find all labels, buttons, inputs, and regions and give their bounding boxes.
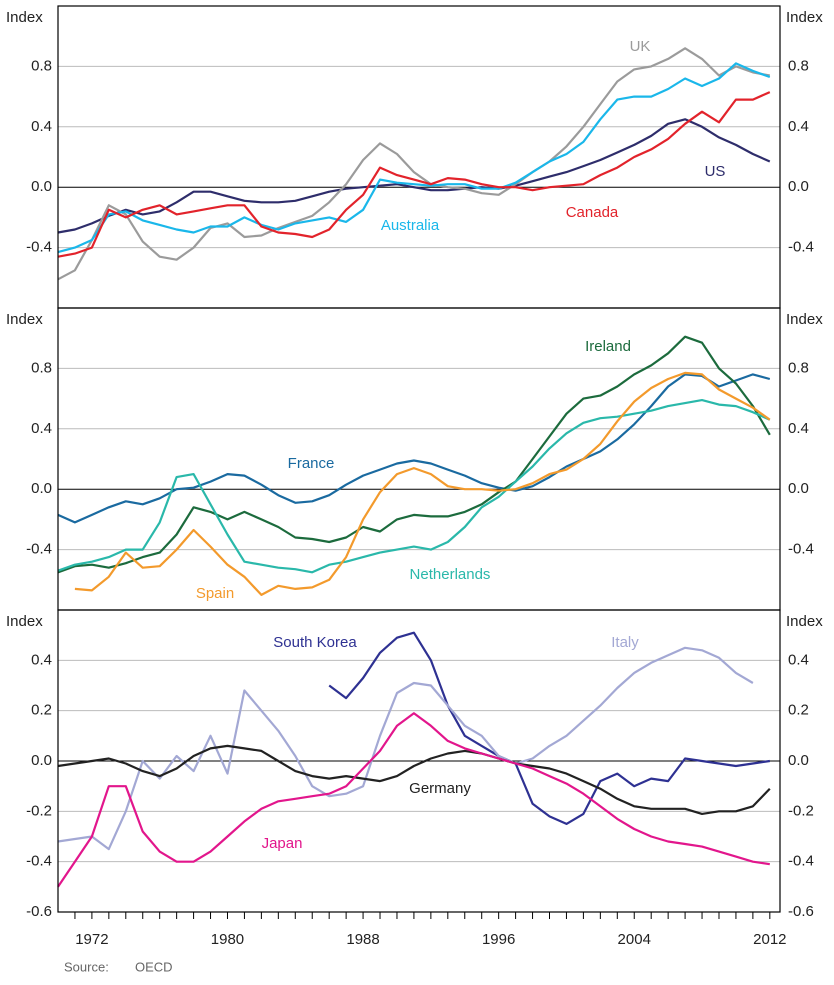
source: OECD — [135, 959, 173, 974]
y-tick-label: 0.4 — [31, 420, 52, 437]
y-tick-label-right: -0.4 — [788, 239, 814, 256]
y-tick-label-right: 0.2 — [788, 702, 809, 719]
series-label: Canada — [566, 204, 619, 221]
series-label: Italy — [611, 634, 639, 651]
y-tick-label: -0.4 — [26, 853, 52, 870]
x-tick-label: 1980 — [211, 931, 244, 948]
series-line — [328, 631, 770, 825]
y-tick-label: 0.0 — [31, 480, 52, 497]
panel-frame — [57, 609, 781, 913]
y-axis-label-right: Index — [786, 311, 823, 328]
series-line — [57, 712, 770, 888]
series-label: Germany — [409, 780, 471, 797]
y-tick-label: 0.2 — [31, 702, 52, 719]
y-axis-label: Index — [6, 9, 43, 26]
y-axis-label-right: Index — [786, 9, 823, 26]
y-tick-label-right: -0.2 — [788, 802, 814, 819]
y-tick-label: 0.4 — [31, 651, 52, 668]
y-tick-label-right: 0.8 — [788, 57, 809, 74]
x-tick-label: 1988 — [346, 931, 379, 948]
series-label: Ireland — [585, 338, 631, 355]
y-tick-label: -0.2 — [26, 802, 52, 819]
panel-frame — [57, 307, 781, 611]
y-axis-label: Index — [6, 311, 43, 328]
y-tick-label: 0.4 — [31, 118, 52, 135]
y-tick-label: 0.8 — [31, 359, 52, 376]
series-line — [57, 118, 771, 234]
y-tick-label: 0.0 — [31, 178, 52, 195]
panel-frame — [57, 5, 781, 309]
series-line — [57, 646, 754, 851]
y-tick-label-right: -0.4 — [788, 541, 814, 558]
series-label: Spain — [196, 585, 234, 602]
y-tick-label-right: 0.4 — [788, 420, 809, 437]
series-line — [57, 91, 771, 258]
series-line — [57, 373, 771, 524]
y-tick-label-right: 0.4 — [788, 118, 809, 135]
x-tick-label: 1972 — [75, 931, 108, 948]
series-label: Netherlands — [410, 566, 491, 583]
y-tick-label-right: 0.8 — [788, 359, 809, 376]
y-tick-label-right: -0.6 — [788, 903, 814, 920]
x-tick-label: 2012 — [753, 931, 786, 948]
series-line — [57, 335, 771, 574]
y-tick-label: -0.4 — [26, 541, 52, 558]
source-label: Source: — [64, 959, 109, 974]
y-tick-label-right: 0.0 — [788, 178, 809, 195]
y-tick-label-right: -0.4 — [788, 853, 814, 870]
y-tick-label-right: 0.0 — [788, 480, 809, 497]
y-tick-label: -0.6 — [26, 903, 52, 920]
x-tick-label: 2004 — [618, 931, 651, 948]
series-line — [57, 62, 771, 254]
series-line — [57, 47, 770, 281]
y-tick-label: 0.8 — [31, 57, 52, 74]
y-axis-label-right: Index — [786, 613, 823, 630]
series-label: UK — [630, 38, 651, 55]
series-label: South Korea — [273, 634, 357, 651]
series-line — [57, 744, 771, 815]
y-tick-label-right: 0.0 — [788, 752, 809, 769]
series-line — [74, 371, 771, 596]
series-label: France — [288, 455, 335, 472]
series-label: Australia — [381, 217, 440, 234]
series-line — [57, 399, 771, 574]
y-axis-label: Index — [6, 613, 43, 630]
y-tick-label-right: 0.4 — [788, 651, 809, 668]
x-tick-label: 1996 — [482, 931, 515, 948]
series-label: US — [705, 163, 726, 180]
y-tick-label: 0.0 — [31, 752, 52, 769]
series-label: Japan — [262, 835, 303, 852]
y-tick-label: -0.4 — [26, 239, 52, 256]
